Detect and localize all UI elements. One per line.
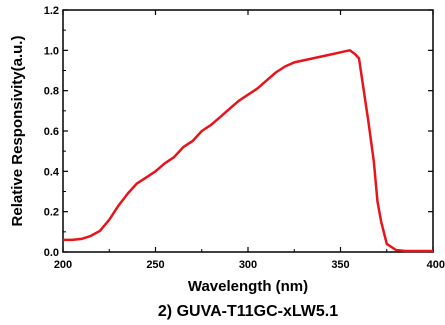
data-point [284, 65, 286, 67]
x-axis-ticks: 200 250 300 350 400 [54, 10, 445, 271]
y-tick-label: 0.4 [44, 166, 60, 178]
y-tick-label: 0.2 [44, 207, 59, 219]
data-point [367, 120, 369, 122]
y-axis-ticks: 0.0 0.2 0.4 0.6 0.8 1.0 1.2 [44, 5, 433, 259]
data-point [182, 146, 184, 148]
data-point [423, 250, 425, 252]
y-axis-label: Relative Responsivity(a.u.) [9, 36, 26, 227]
x-tick-label: 350 [331, 259, 349, 271]
data-point [219, 116, 221, 118]
plot-frame [62, 9, 434, 253]
data-point [80, 238, 82, 240]
data-point [358, 57, 360, 59]
y-tick-label: 0.8 [44, 86, 59, 98]
data-point [136, 182, 138, 184]
data-point [376, 200, 378, 202]
data-point [330, 53, 332, 55]
data-point [90, 235, 92, 237]
x-axis-label: Wavelength (nm) [188, 278, 308, 295]
data-point [210, 124, 212, 126]
series-points [62, 49, 434, 252]
x-tick-label: 200 [54, 259, 72, 271]
data-point [164, 162, 166, 164]
data-point [349, 49, 351, 51]
data-point [395, 249, 397, 251]
data-point [238, 100, 240, 102]
data-point [256, 87, 258, 89]
data-point [302, 59, 304, 61]
data-point [275, 71, 277, 73]
data-point [228, 108, 230, 110]
y-tick-label: 1.0 [44, 45, 59, 57]
data-point [247, 94, 249, 96]
data-point [154, 170, 156, 172]
data-point [386, 243, 388, 245]
data-point [117, 204, 119, 206]
chart-caption: 2) GUVA-T11GC-xLW5.1 [158, 303, 338, 320]
data-point [293, 61, 295, 63]
x-tick-label: 400 [427, 259, 445, 271]
data-point [432, 250, 434, 252]
data-point [373, 160, 375, 162]
data-point [191, 140, 193, 142]
y-tick-label: 1.2 [44, 5, 59, 17]
data-point [201, 130, 203, 132]
x-tick-label: 250 [146, 259, 164, 271]
data-point [145, 176, 147, 178]
data-point [62, 239, 64, 241]
data-point [380, 221, 382, 223]
y-tick-label: 0.0 [44, 247, 59, 259]
data-point [71, 239, 73, 241]
data-point [265, 79, 267, 81]
data-point [127, 192, 129, 194]
data-point [108, 219, 110, 221]
data-point [321, 55, 323, 57]
data-point [339, 51, 341, 53]
y-tick-label: 0.6 [44, 126, 59, 138]
data-point [312, 57, 314, 59]
data-point [404, 250, 406, 252]
data-point [173, 156, 175, 158]
responsivity-series-line [63, 49, 433, 253]
data-point [413, 250, 415, 252]
x-tick-label: 300 [239, 259, 257, 271]
data-point [99, 230, 101, 232]
data-point [354, 53, 356, 55]
